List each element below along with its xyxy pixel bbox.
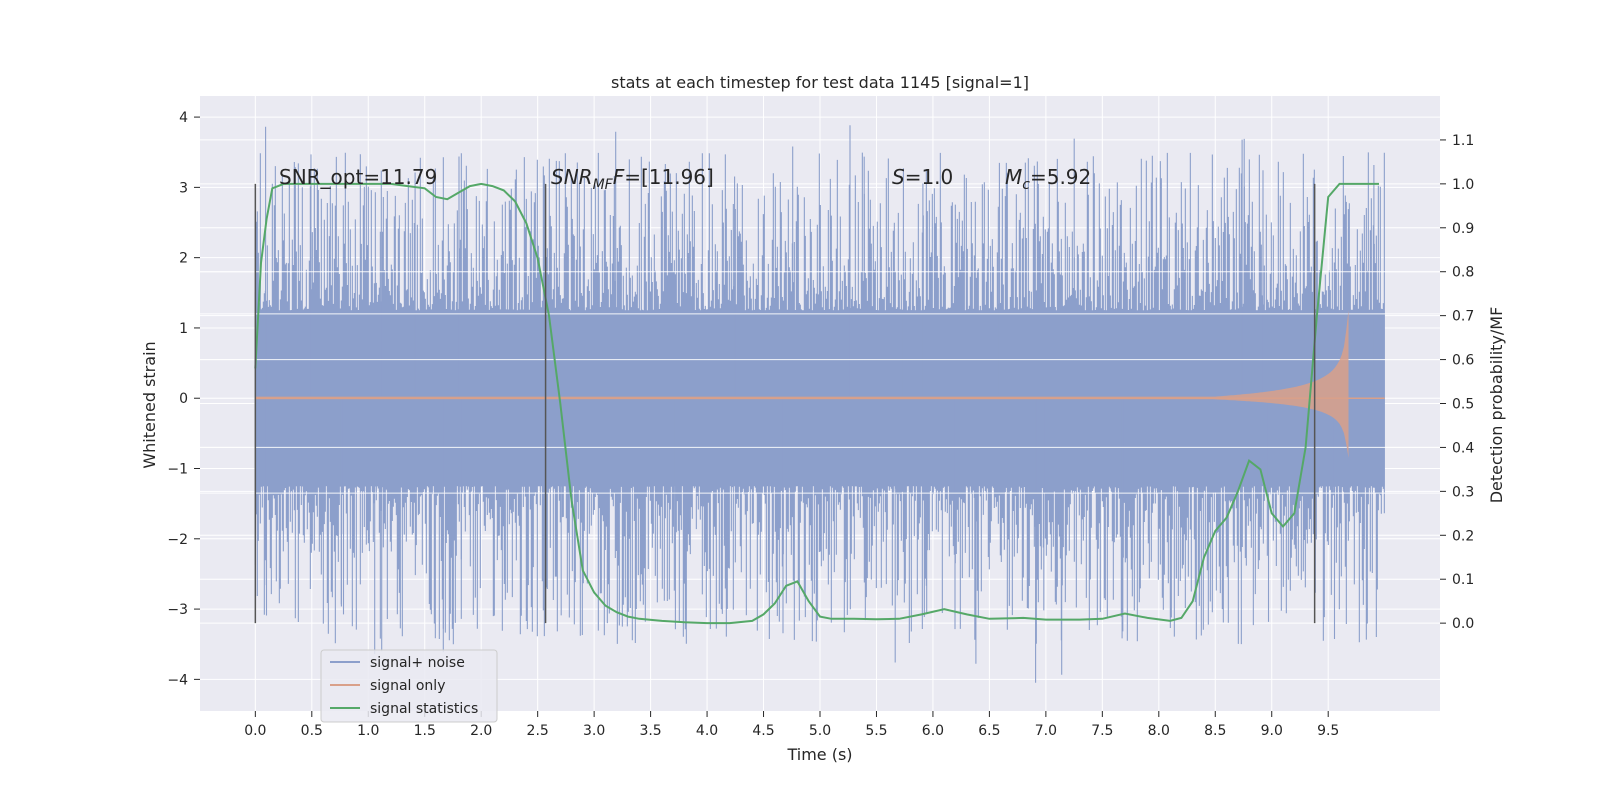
x-tick-label: 2.5	[527, 723, 549, 739]
x-tick-label: 9.5	[1317, 723, 1339, 739]
y-right-tick-label: 1.1	[1452, 133, 1474, 149]
y-right-tick-label: 0.9	[1452, 221, 1474, 237]
signal-statistics-series	[254, 182, 1379, 625]
y-left-tick-label: 3	[179, 180, 188, 196]
y-left-tick-label: −3	[167, 602, 188, 618]
y-left-tick-label: 4	[179, 110, 188, 126]
annotation-snr-mf-symbol: SNR	[551, 165, 593, 189]
legend-label-signal-only: signal only	[370, 678, 445, 694]
y-left-tick-label: −4	[167, 672, 188, 688]
x-tick-label: 4.0	[696, 723, 718, 739]
x-tick-label: 7.5	[1091, 723, 1113, 739]
y-right-tick-label: 0.6	[1452, 353, 1474, 369]
annotation-snr-mf: SNRMFF=[11.96]	[551, 165, 714, 193]
x-tick-label: 5.0	[809, 723, 831, 739]
x-tick-label: 3.5	[639, 723, 661, 739]
annotation-snr-opt: SNR_opt=11.79	[279, 165, 437, 189]
x-tick-label: 6.5	[978, 723, 1000, 739]
annotation-s: S=1.0	[892, 165, 953, 189]
x-axis-title: Time (s)	[786, 745, 852, 764]
vertical-markers	[254, 183, 1316, 624]
x-tick-label: 2.0	[470, 723, 492, 739]
signal-noise-extrema	[265, 125, 1375, 683]
y-right-tick-label: 0.1	[1452, 572, 1474, 588]
y-right-tick-label: 0.8	[1452, 265, 1474, 281]
y-right-axis-ticks: 0.0 0.1 0.2 0.3 0.4 0.5 0.6 0.7 0.8 0.9 1.0 1.1	[1440, 133, 1474, 632]
y-right-tick-label: 0.5	[1452, 397, 1474, 413]
y-right-axis-title: Detection probability/MF	[1487, 307, 1506, 504]
x-tick-label: 5.5	[865, 723, 887, 739]
y-left-tick-label: 0	[179, 391, 188, 407]
y-left-tick-label: −1	[167, 462, 188, 478]
y-left-axis-title: Whitened strain	[140, 341, 159, 468]
signal-only-series	[255, 289, 1385, 472]
x-tick-label: 7.0	[1035, 723, 1057, 739]
legend-label-signal-statistics: signal statistics	[370, 701, 478, 717]
annotation-mc-value: =5.92	[1030, 165, 1091, 189]
x-tick-label: 0.0	[244, 723, 266, 739]
x-tick-label: 6.0	[922, 723, 944, 739]
legend-box	[320, 649, 498, 723]
annotation-snr-mf-f: F	[613, 165, 625, 189]
y-left-tick-label: 1	[179, 321, 188, 337]
chart-title: stats at each timestep for test data 114…	[611, 73, 1029, 92]
annotation-mc-subscript: c	[1022, 177, 1030, 193]
x-tick-label: 1.0	[357, 723, 379, 739]
y-right-tick-label: 0.2	[1452, 528, 1474, 544]
x-tick-label: 8.5	[1204, 723, 1226, 739]
y-right-tick-label: 0.3	[1452, 484, 1474, 500]
x-tick-label: 1.5	[414, 723, 436, 739]
y-right-tick-label: 0.4	[1452, 440, 1474, 456]
annotation-snr-mf-value: =[11.96]	[624, 165, 714, 189]
x-tick-label: 9.0	[1261, 723, 1283, 739]
legend-label-signal-noise: signal+ noise	[370, 655, 465, 671]
x-tick-label: 4.5	[752, 723, 774, 739]
signal-statistics-line	[254, 182, 1379, 625]
annotation-mc: Mc=5.92	[1005, 165, 1091, 193]
x-tick-label: 3.0	[583, 723, 605, 739]
y-left-axis-ticks: −4 −3 −2 −1 0 1 2 3 4	[167, 110, 200, 688]
y-right-tick-label: 0.0	[1452, 616, 1474, 632]
y-right-tick-label: 0.7	[1452, 309, 1474, 325]
x-tick-label: 0.5	[301, 723, 323, 739]
x-tick-label: 8.0	[1148, 723, 1170, 739]
y-left-tick-label: 2	[179, 251, 188, 267]
annotation-snr-mf-subscript: MF	[593, 177, 614, 193]
y-right-tick-label: 1.0	[1452, 177, 1474, 193]
y-left-tick-label: −2	[167, 532, 188, 548]
annotation-mc-symbol: M	[1005, 165, 1022, 189]
x-axis-ticks: 0.0 0.5 1.0 1.5 2.0 2.5 3.0 3.5 4.0 4.5 5.0 5.5 6.0 6…	[244, 711, 1339, 739]
legend: signal+ noise signal only signal statist…	[320, 649, 498, 723]
annotation-s-symbol: S	[892, 165, 905, 189]
annotation-s-value: =1.0	[905, 165, 954, 189]
